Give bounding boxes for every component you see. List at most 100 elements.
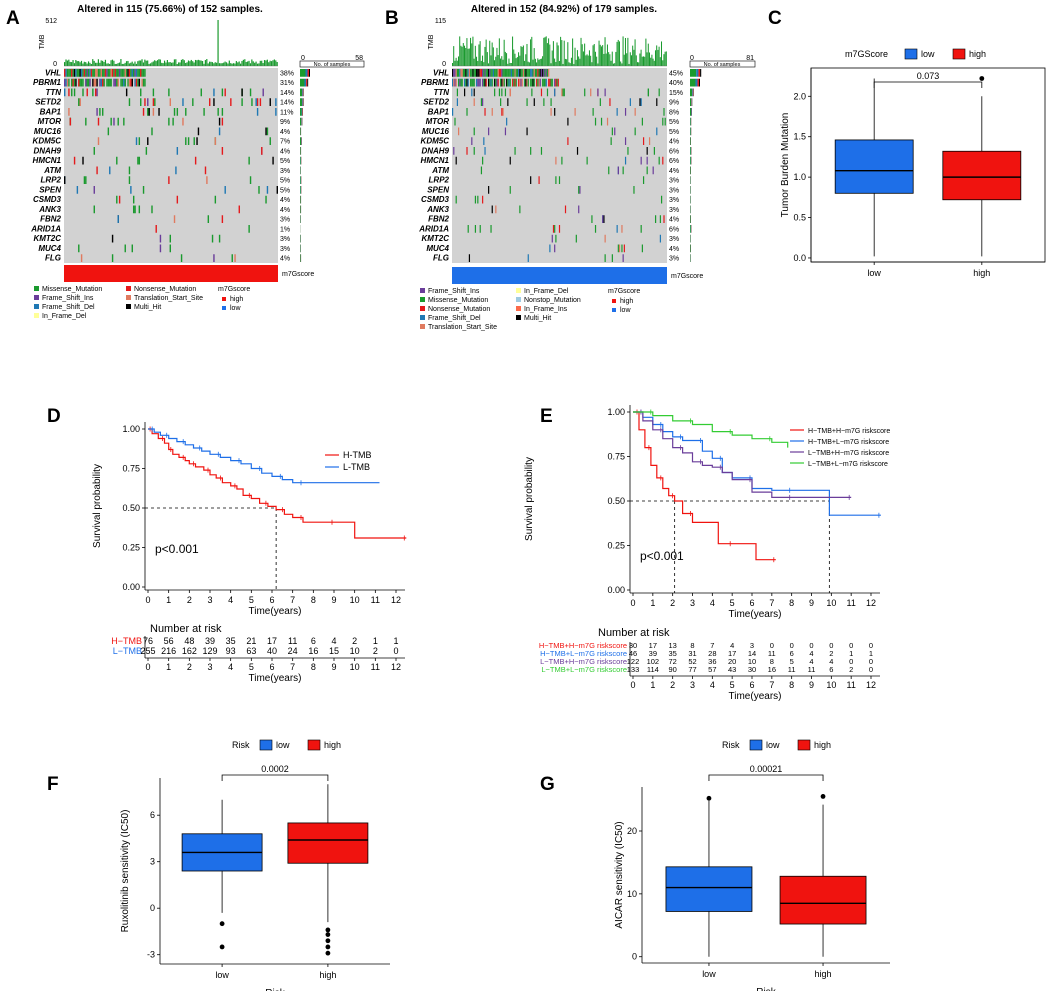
percent-label: 7% bbox=[280, 139, 290, 146]
tmb-bar bbox=[180, 59, 183, 66]
mutation-cell bbox=[276, 186, 278, 194]
risk-value: 6 bbox=[311, 636, 316, 646]
mutation-cell bbox=[120, 78, 122, 87]
y-tick-label: 0.0 bbox=[793, 253, 806, 263]
risk-value: 20 bbox=[728, 657, 736, 666]
mutation-cell bbox=[514, 69, 516, 77]
legend-label-missense-mutation: Missense_Mutation bbox=[428, 297, 488, 304]
mutation-cell bbox=[147, 108, 149, 116]
oncoplot-b-percent-labels: 45% 40% 15% 9% 8% 5% 5% 4% 6% 6% 4% 3% 3% 3% 3% 4% 6% 3% 4… bbox=[669, 70, 683, 262]
tmb-bar bbox=[638, 62, 640, 66]
mutation-cell bbox=[85, 78, 87, 87]
risk-value: 90 bbox=[668, 665, 676, 674]
oncoplot-b-annotation-label: m7Gscore bbox=[671, 273, 703, 280]
mutation-cell bbox=[482, 69, 484, 77]
risk-value: 8 bbox=[690, 641, 694, 650]
tmb-bar bbox=[617, 39, 619, 66]
mutation-cell bbox=[642, 137, 645, 145]
mutation-cell bbox=[574, 108, 576, 116]
mutation-cell bbox=[76, 69, 79, 77]
mutation-cell bbox=[140, 88, 142, 97]
mutation-cell bbox=[100, 69, 103, 77]
tmb-bar bbox=[602, 45, 604, 66]
legend-swatch-low bbox=[612, 308, 616, 312]
mutation-cell bbox=[660, 195, 663, 204]
mutation-cell bbox=[530, 78, 532, 87]
box-low bbox=[834, 139, 914, 194]
mutation-cell bbox=[213, 254, 215, 262]
mutation-cell bbox=[454, 117, 456, 126]
mutation-cell bbox=[494, 69, 496, 77]
x-tick-label: 6 bbox=[269, 595, 274, 605]
tmb-bar bbox=[65, 59, 67, 66]
risk-row-label-h-tmb-h-m7g-riskscore: H−TMB+H−m7G riskscore bbox=[539, 641, 627, 650]
legend-label-frame-shift-ins: Frame_Shift_Ins bbox=[42, 295, 94, 302]
mutation-cell bbox=[116, 156, 118, 165]
outlier-point bbox=[706, 795, 712, 801]
gene-label: FLG bbox=[45, 254, 61, 263]
mutation-cell bbox=[78, 78, 80, 87]
mutation-cell bbox=[269, 98, 271, 106]
tmb-bar bbox=[660, 41, 663, 66]
tmb-bar bbox=[467, 48, 469, 66]
tmb-bar bbox=[550, 63, 552, 66]
risk-value: 216 bbox=[161, 646, 176, 656]
mutation-cell bbox=[538, 78, 540, 87]
tmb-bar bbox=[564, 58, 566, 66]
tmb-bar bbox=[171, 62, 173, 66]
tmb-bar bbox=[213, 63, 215, 66]
tmb-bar bbox=[641, 56, 643, 66]
mutation-cell bbox=[128, 78, 131, 87]
gene-label: SPEN bbox=[427, 185, 449, 194]
mutation-cell bbox=[64, 176, 66, 184]
tmb-bar bbox=[591, 62, 593, 66]
mutation-cell bbox=[468, 69, 471, 77]
tmb-bar bbox=[117, 63, 119, 66]
tmb-bar bbox=[536, 62, 538, 66]
mutation-cell bbox=[140, 69, 142, 77]
mutation-cell bbox=[633, 186, 635, 194]
mutation-cell bbox=[92, 69, 94, 77]
mutation-cell bbox=[470, 69, 472, 77]
tmb-bar bbox=[87, 61, 90, 66]
oncoplot-b-legend: Frame_Shift_Ins In_Frame_Del Missense_Muta… bbox=[420, 288, 640, 331]
mutation-cell bbox=[256, 98, 259, 106]
mutation-cell bbox=[89, 78, 91, 87]
x-tick-label: 0 bbox=[630, 598, 635, 608]
sample-bar-segment bbox=[305, 69, 308, 77]
mutation-cell bbox=[490, 225, 492, 233]
tmb-bar bbox=[603, 53, 605, 66]
mutation-cell bbox=[93, 78, 95, 87]
tmb-bar bbox=[158, 59, 160, 66]
mutation-cell bbox=[546, 88, 549, 97]
mutation-cell bbox=[518, 78, 520, 87]
tmb-bar bbox=[621, 63, 623, 66]
percent-label: 4% bbox=[280, 148, 290, 155]
tmb-bar bbox=[106, 63, 108, 66]
mutation-cell bbox=[90, 69, 93, 77]
mutation-cell bbox=[200, 88, 202, 97]
tmb-bar bbox=[113, 60, 115, 66]
sample-bar-segment bbox=[690, 127, 691, 136]
tmb-bar bbox=[633, 49, 635, 66]
mutation-cell bbox=[452, 108, 454, 116]
risk-table-x-tick-label: 4 bbox=[710, 680, 715, 690]
legend-swatch-high bbox=[612, 299, 616, 303]
box-high bbox=[942, 150, 1022, 201]
mutation-cell bbox=[158, 108, 160, 116]
percent-label: 4% bbox=[280, 207, 290, 214]
x-tick-label: 1 bbox=[166, 595, 171, 605]
tmb-bar bbox=[193, 62, 195, 66]
tmb-bar bbox=[626, 53, 628, 66]
mutation-cell bbox=[526, 78, 528, 87]
mutation-cell bbox=[221, 88, 224, 97]
tmb-bar bbox=[118, 62, 121, 66]
tmb-bar bbox=[544, 37, 546, 66]
mutation-cell bbox=[634, 108, 636, 116]
percent-label: 6% bbox=[669, 158, 679, 165]
mutation-cell bbox=[485, 69, 487, 77]
tmb-bar bbox=[110, 60, 112, 66]
mutation-cell bbox=[491, 78, 493, 87]
risk-value: 16 bbox=[768, 665, 776, 674]
mutation-cell bbox=[455, 69, 457, 77]
